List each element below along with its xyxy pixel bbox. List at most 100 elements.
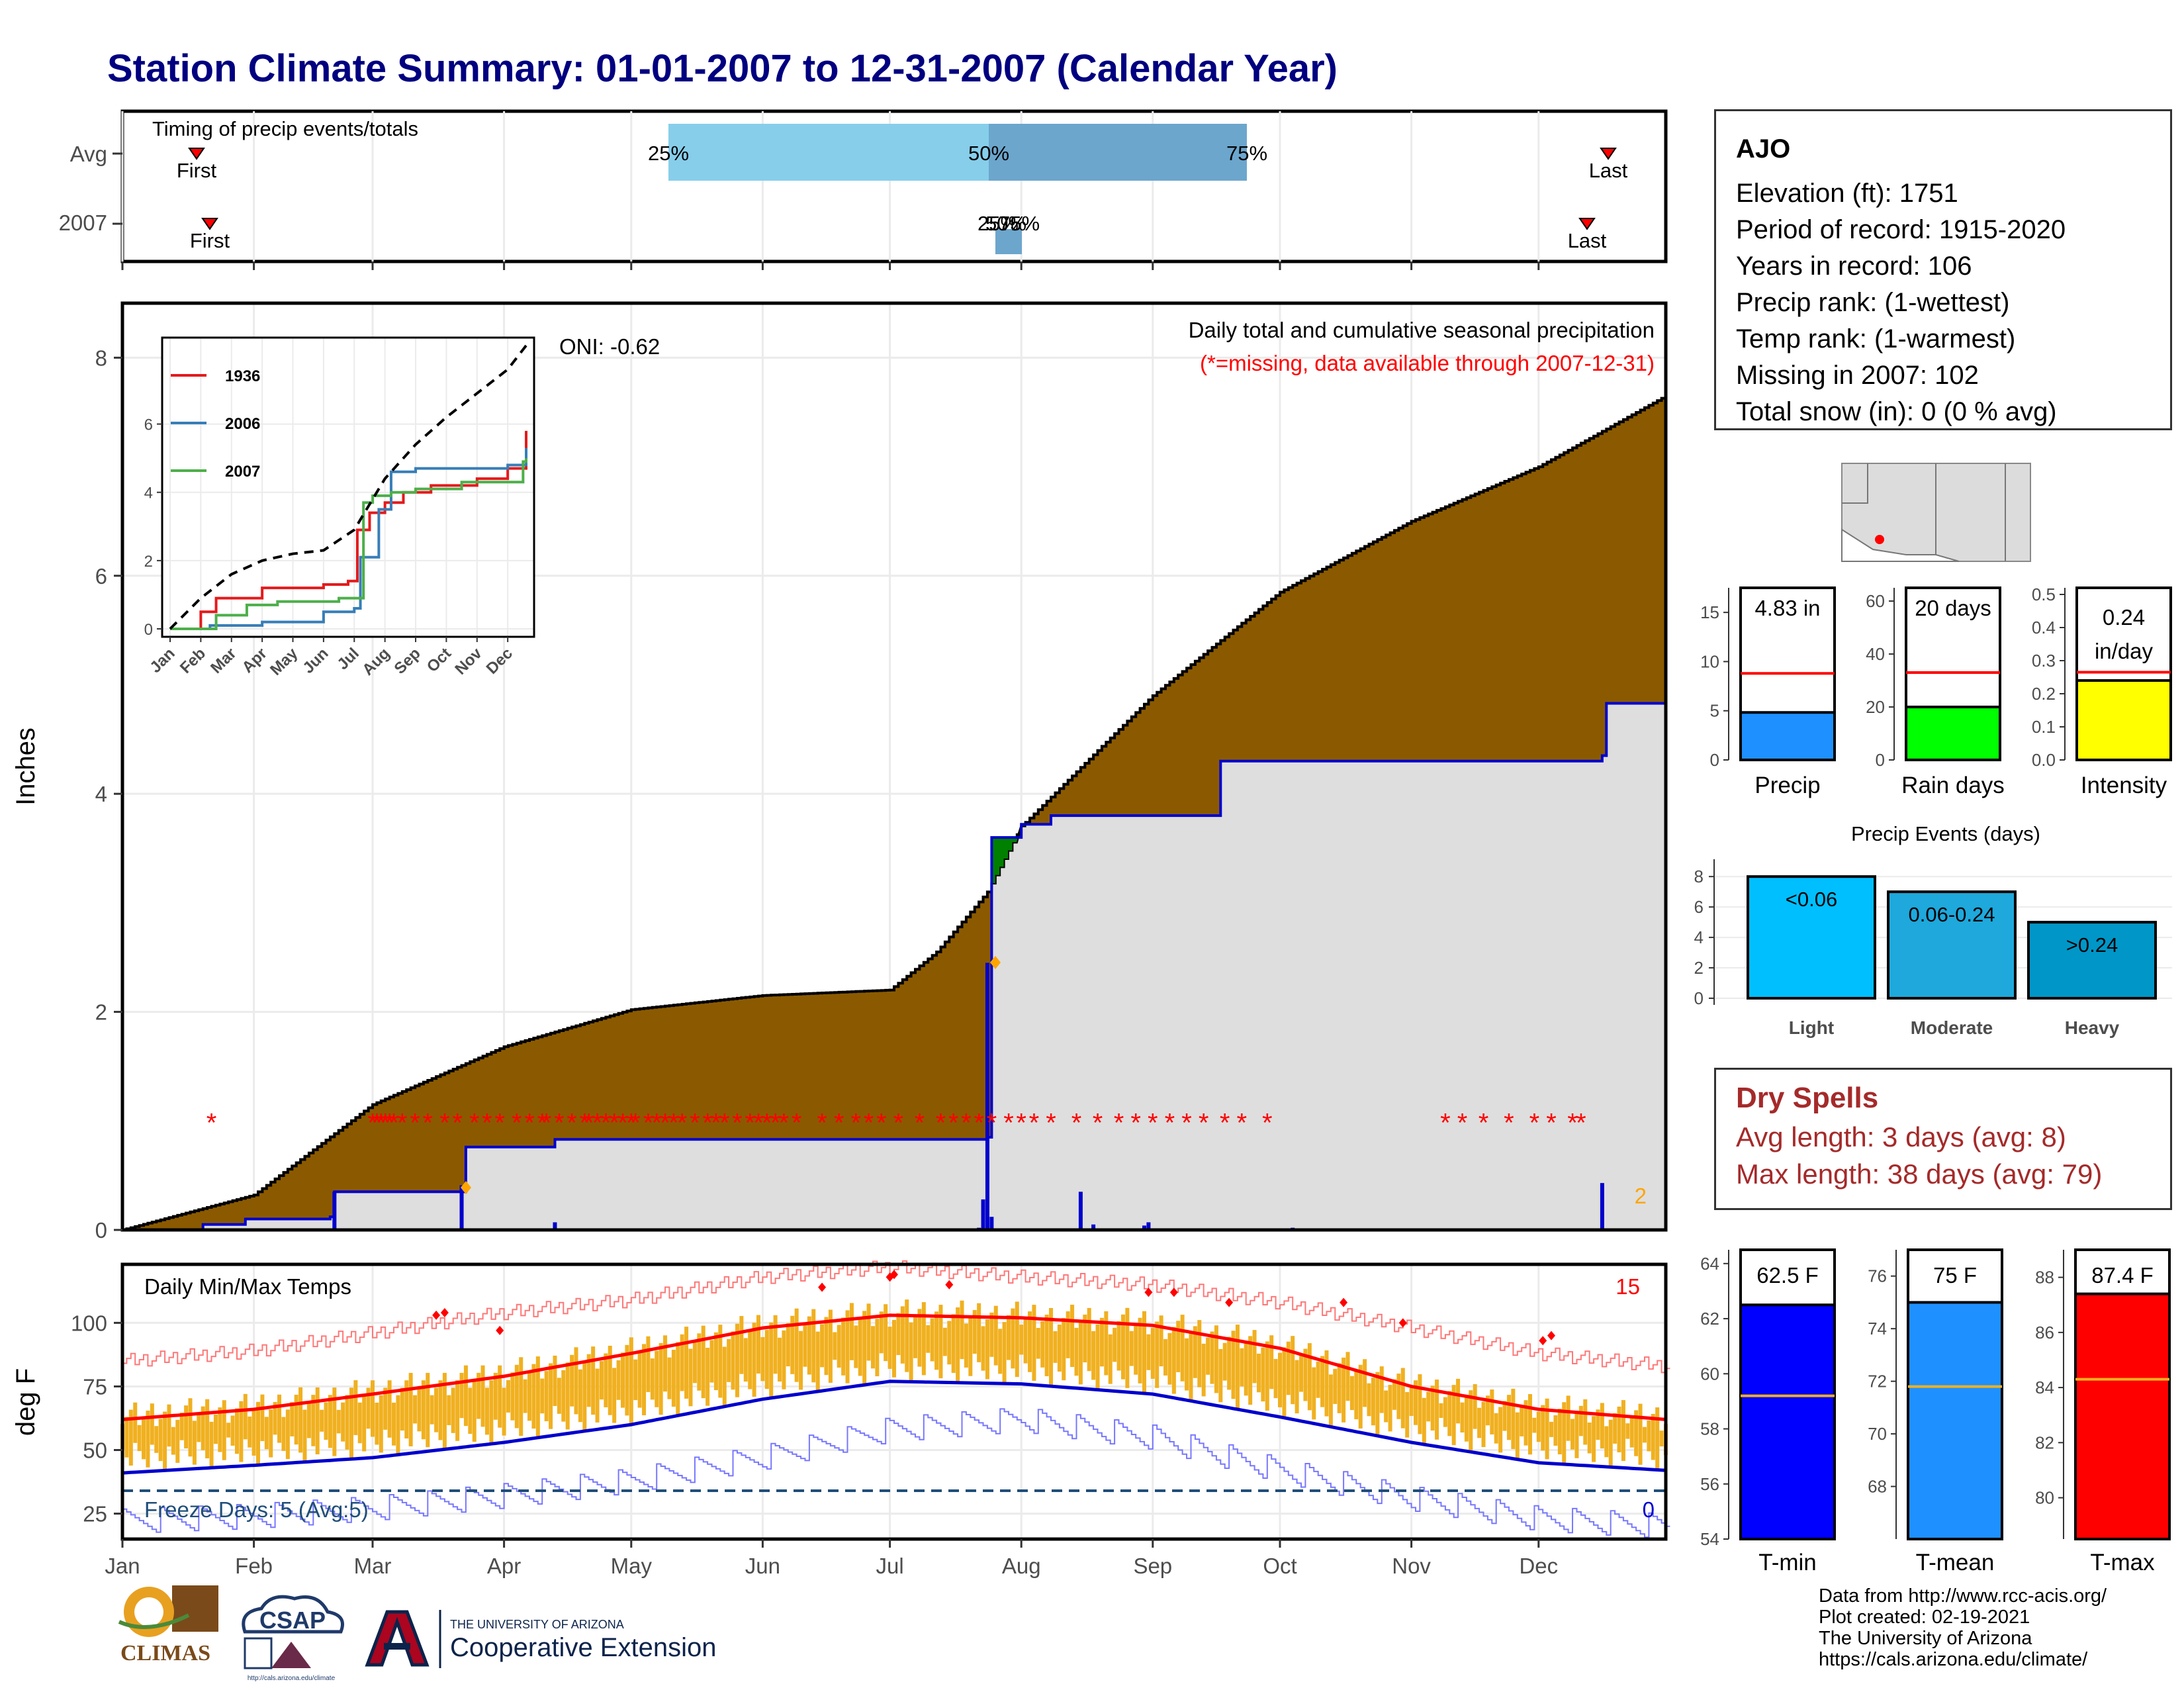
daily-temp-range [1078, 1321, 1083, 1385]
daily-temp-range [163, 1411, 167, 1470]
temp-summary-ytick: 58 [1700, 1419, 1719, 1439]
daily-temp-range [1248, 1336, 1253, 1405]
daily-temp-range [1625, 1423, 1630, 1439]
daily-temp-range [150, 1403, 154, 1445]
daily-temp-range [370, 1380, 375, 1437]
temp-xtick: Feb [235, 1554, 273, 1578]
temp-xtick: Dec [1519, 1554, 1558, 1578]
daily-temp-range [570, 1354, 574, 1407]
credits-line-1: Data from http://www.rcc-acis.org/ [1819, 1585, 2107, 1607]
daily-temp-range [1231, 1331, 1236, 1399]
missing-marker: * [1262, 1108, 1273, 1137]
daily-temp-range [1345, 1352, 1350, 1401]
daily-temp-range [993, 1305, 998, 1366]
daily-temp-range [383, 1387, 388, 1430]
summary-bar-value: 4.83 in [1754, 596, 1820, 620]
daily-temp-range [870, 1326, 875, 1369]
temp-summary-ytick: 88 [2035, 1268, 2054, 1288]
daily-temp-range [1502, 1401, 1507, 1431]
daily-temp-range [1066, 1311, 1070, 1358]
daily-temp-range [1587, 1423, 1592, 1454]
daily-temp-range [591, 1346, 596, 1415]
station-years: Years in record: 106 [1736, 252, 1972, 281]
missing-marker: * [1016, 1108, 1026, 1137]
normal-min-line [122, 1380, 1666, 1475]
daily-temp-range [1120, 1314, 1125, 1380]
daily-temp-range [1146, 1334, 1151, 1370]
temp-summary-fill [1907, 1301, 2003, 1541]
missing-marker: * [452, 1108, 463, 1137]
precip-ytick: 4 [95, 782, 107, 806]
summary-bar-precip: 0 5 10 15 4.83 in Precip [1700, 586, 1836, 798]
daily-temp-range [866, 1303, 871, 1361]
daily-temp-range [480, 1365, 485, 1427]
daily-temp-range [960, 1300, 964, 1360]
daily-temp-range [1422, 1397, 1426, 1444]
daily-temp-range [463, 1365, 468, 1427]
daily-temp-range [213, 1414, 218, 1444]
summary-bar-ytick: 0.1 [2032, 717, 2056, 737]
daily-temp-range [1490, 1389, 1494, 1434]
temp-xtick: Jun [745, 1554, 780, 1578]
daily-temp-range [489, 1380, 494, 1443]
daily-temp-range [451, 1387, 455, 1433]
daily-temp-range [713, 1332, 718, 1391]
daily-temp-range [705, 1348, 710, 1406]
daily-temp-range [226, 1423, 231, 1438]
daily-temp-range [837, 1325, 841, 1368]
missing-marker: * [580, 1108, 590, 1137]
daily-temp-range [332, 1387, 337, 1456]
daily-temp-range [540, 1378, 545, 1414]
missing-marker: * [367, 1108, 378, 1137]
daily-temp-range [676, 1342, 680, 1415]
temp-summary-label: T-max [2090, 1550, 2155, 1575]
daily-temp-range [1185, 1338, 1189, 1391]
daily-temp-range [616, 1360, 621, 1400]
missing-marker: * [948, 1108, 959, 1137]
csap-logo-text: CSAP [259, 1607, 326, 1634]
missing-marker: * [541, 1108, 552, 1137]
daily-temp-range [498, 1365, 502, 1428]
daily-temp-range [484, 1387, 489, 1435]
daily-temp-range [167, 1404, 171, 1447]
daily-temp-range [1108, 1334, 1113, 1384]
freeze-days-label: Freeze Days: 5 (Avg:5) [144, 1497, 369, 1522]
summary-bars: 0 5 10 15 4.83 in Precip 0 20 40 60 20 days Rain da… [1700, 585, 2172, 798]
daily-temp-range [735, 1323, 739, 1397]
daily-temp-range [1481, 1401, 1486, 1448]
precip-ytick: 2 [95, 1000, 107, 1025]
timing-2007-bar [995, 229, 1022, 254]
station-snow: Total snow (in): 0 (0 % avg) [1736, 397, 2057, 426]
daily-temp-range [688, 1348, 693, 1407]
temp-summary-ytick: 86 [2035, 1323, 2054, 1342]
daily-temp-range [273, 1401, 277, 1435]
missing-marker: * [974, 1108, 984, 1137]
daily-temp-range [171, 1427, 175, 1455]
temp-summary-value: 62.5 F [1756, 1263, 1819, 1288]
daily-temp-range [1278, 1352, 1282, 1407]
temp-xtick: May [611, 1554, 653, 1578]
daily-temp-range [748, 1330, 752, 1389]
daily-temp-range [302, 1409, 307, 1461]
daily-temp-range [1312, 1367, 1316, 1420]
record-high-marker [945, 1280, 954, 1289]
precip-ytick: 6 [95, 564, 107, 588]
temp-summary-ytick: 72 [1868, 1372, 1887, 1391]
inset-ytick: 2 [144, 553, 153, 571]
daily-temp-range [841, 1317, 846, 1376]
daily-temp-range [1150, 1327, 1155, 1379]
daily-temp-range [1557, 1409, 1562, 1455]
daily-temp-range [824, 1317, 829, 1376]
daily-temp-range [421, 1380, 426, 1440]
daily-temp-range [1040, 1321, 1045, 1368]
inset-line-2007 [170, 458, 527, 630]
station-precip-rank: Precip rank: (1-wettest) [1736, 288, 2010, 317]
temp-summary-T-min: 54 56 58 60 62 64 62.5 F T-min [1700, 1248, 1836, 1575]
daily-temp-range [1629, 1417, 1634, 1448]
missing-marker: * [702, 1108, 713, 1137]
csap-logo-url: http://cals.arizona.edu/climate [248, 1675, 336, 1682]
daily-temp-range [646, 1336, 651, 1392]
daily-temp-range [362, 1395, 367, 1452]
daily-temp-range [502, 1387, 506, 1436]
missing-marker: * [834, 1108, 844, 1137]
